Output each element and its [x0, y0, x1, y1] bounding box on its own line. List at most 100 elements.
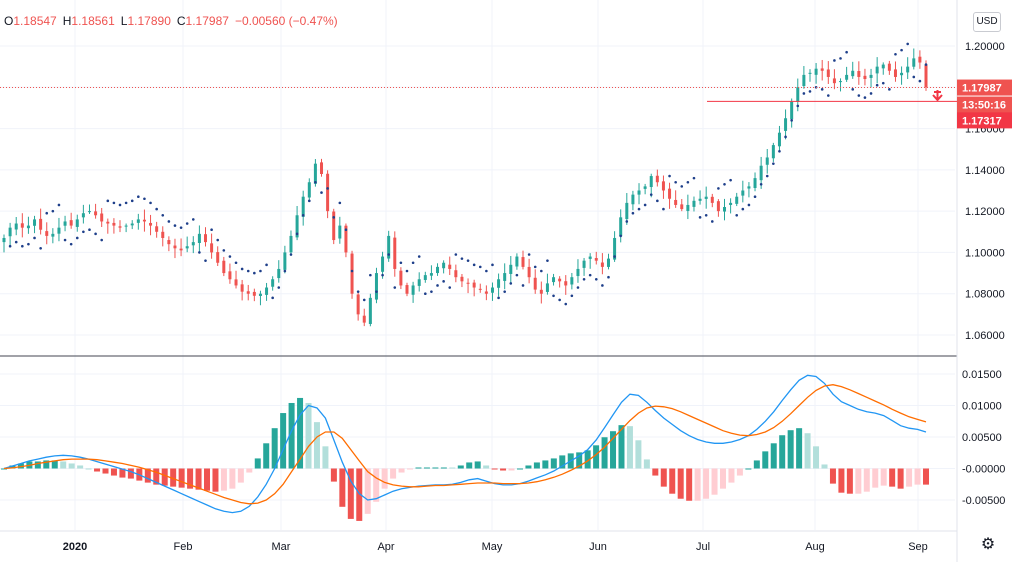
sar-point	[601, 284, 604, 287]
candle-body	[332, 211, 336, 241]
candle-body	[552, 277, 556, 283]
candle-body	[51, 233, 55, 237]
candle-body	[75, 219, 79, 227]
sar-point	[478, 265, 482, 269]
histogram-bar	[263, 443, 270, 469]
histogram-bar	[711, 468, 718, 495]
histogram-bar	[728, 468, 735, 483]
sar-point	[69, 242, 73, 246]
candle-body	[155, 226, 159, 232]
sar-point	[246, 269, 250, 273]
gear-icon[interactable]: ⚙	[980, 536, 996, 553]
candle-body	[484, 291, 488, 294]
sar-point	[637, 207, 641, 211]
sar-point	[216, 238, 220, 242]
candle-body	[368, 297, 372, 324]
sar-point	[411, 261, 415, 265]
sar-point	[710, 220, 714, 223]
histogram-bar	[804, 433, 811, 469]
candle-body	[142, 219, 146, 222]
histogram-bar	[889, 468, 896, 487]
histogram-bar	[432, 467, 439, 469]
candle-body	[912, 58, 916, 67]
candle-body	[661, 181, 665, 191]
sar-point	[63, 238, 67, 242]
histogram-bar	[779, 435, 786, 469]
time-tick-label: Mar	[272, 541, 291, 553]
candle-body	[301, 196, 305, 217]
histogram-bar	[407, 468, 414, 470]
candle-body	[45, 231, 49, 236]
candle-body	[356, 294, 360, 315]
candle-body	[326, 173, 330, 212]
candle-body	[307, 182, 311, 198]
sar-point	[747, 203, 751, 207]
price-tick-label: 1.20000	[965, 41, 1005, 53]
time-axis: 2020 Feb Mar Apr May Jun Jul Aug Sep	[63, 541, 928, 553]
open-label: O	[4, 14, 14, 28]
sar-point	[448, 286, 452, 289]
histogram-bar	[34, 461, 41, 469]
histogram-bar	[271, 428, 278, 469]
sar-point	[124, 201, 128, 205]
sar-point	[375, 290, 378, 293]
candle-body	[320, 162, 324, 174]
histogram-bar	[533, 462, 540, 469]
sar-point	[143, 197, 146, 201]
histogram-bar	[68, 463, 75, 469]
sar-point	[265, 263, 268, 267]
sar-point	[118, 203, 122, 207]
histogram-bar	[719, 468, 726, 489]
sar-point	[741, 207, 745, 211]
badge-background	[957, 79, 1012, 96]
candle-body	[57, 227, 61, 234]
sar-point	[234, 261, 238, 265]
candle-body	[350, 253, 354, 294]
macd-line	[3, 374, 927, 514]
sar-point	[674, 180, 677, 184]
histogram-bar	[449, 467, 456, 469]
sar-point	[271, 296, 274, 300]
candle-body	[680, 204, 684, 210]
candle-body	[924, 64, 928, 88]
sar-point	[137, 195, 140, 198]
histogram-bar	[347, 468, 354, 519]
sar-point	[100, 238, 103, 242]
sar-point	[607, 275, 610, 279]
candle-body	[918, 56, 922, 63]
sar-point	[253, 271, 256, 275]
histogram-bar	[635, 440, 642, 469]
histogram-bar	[677, 468, 684, 499]
candle-body	[436, 266, 440, 274]
candle-body	[674, 199, 678, 205]
currency-button[interactable]: USD	[973, 12, 1001, 32]
histogram-bar	[686, 468, 693, 501]
change-value: −0.00560 (−0.47%)	[234, 14, 338, 28]
ohlc-legend: O1.18547 H1.18561 L1.17890 C1.17987 −0.00560…	[4, 14, 344, 28]
candle-body	[210, 243, 214, 253]
countdown-badge: 13:50:16	[957, 96, 1012, 113]
sar-point	[21, 244, 24, 248]
histogram-bar	[1, 468, 7, 470]
histogram-bar	[60, 461, 67, 469]
candle-body	[564, 281, 568, 286]
candle-body	[191, 242, 195, 246]
histogram-bar	[897, 468, 904, 489]
histogram-bar	[170, 468, 177, 487]
sar-point	[307, 199, 311, 203]
candle-body	[875, 66, 879, 74]
sar-point	[662, 207, 665, 211]
candle-body	[747, 186, 751, 189]
macd-tick-label: 0.00500	[962, 432, 1002, 444]
sar-point	[387, 253, 390, 256]
close-value: 1.17987	[185, 14, 229, 28]
candle-body	[94, 211, 98, 216]
histogram-bar	[474, 461, 481, 469]
candle-body	[790, 101, 794, 120]
histogram-bar	[161, 468, 168, 486]
histogram-bar	[559, 455, 566, 469]
histogram-bar	[212, 468, 219, 492]
histogram-bar	[584, 450, 591, 469]
histogram-bar	[694, 468, 701, 501]
